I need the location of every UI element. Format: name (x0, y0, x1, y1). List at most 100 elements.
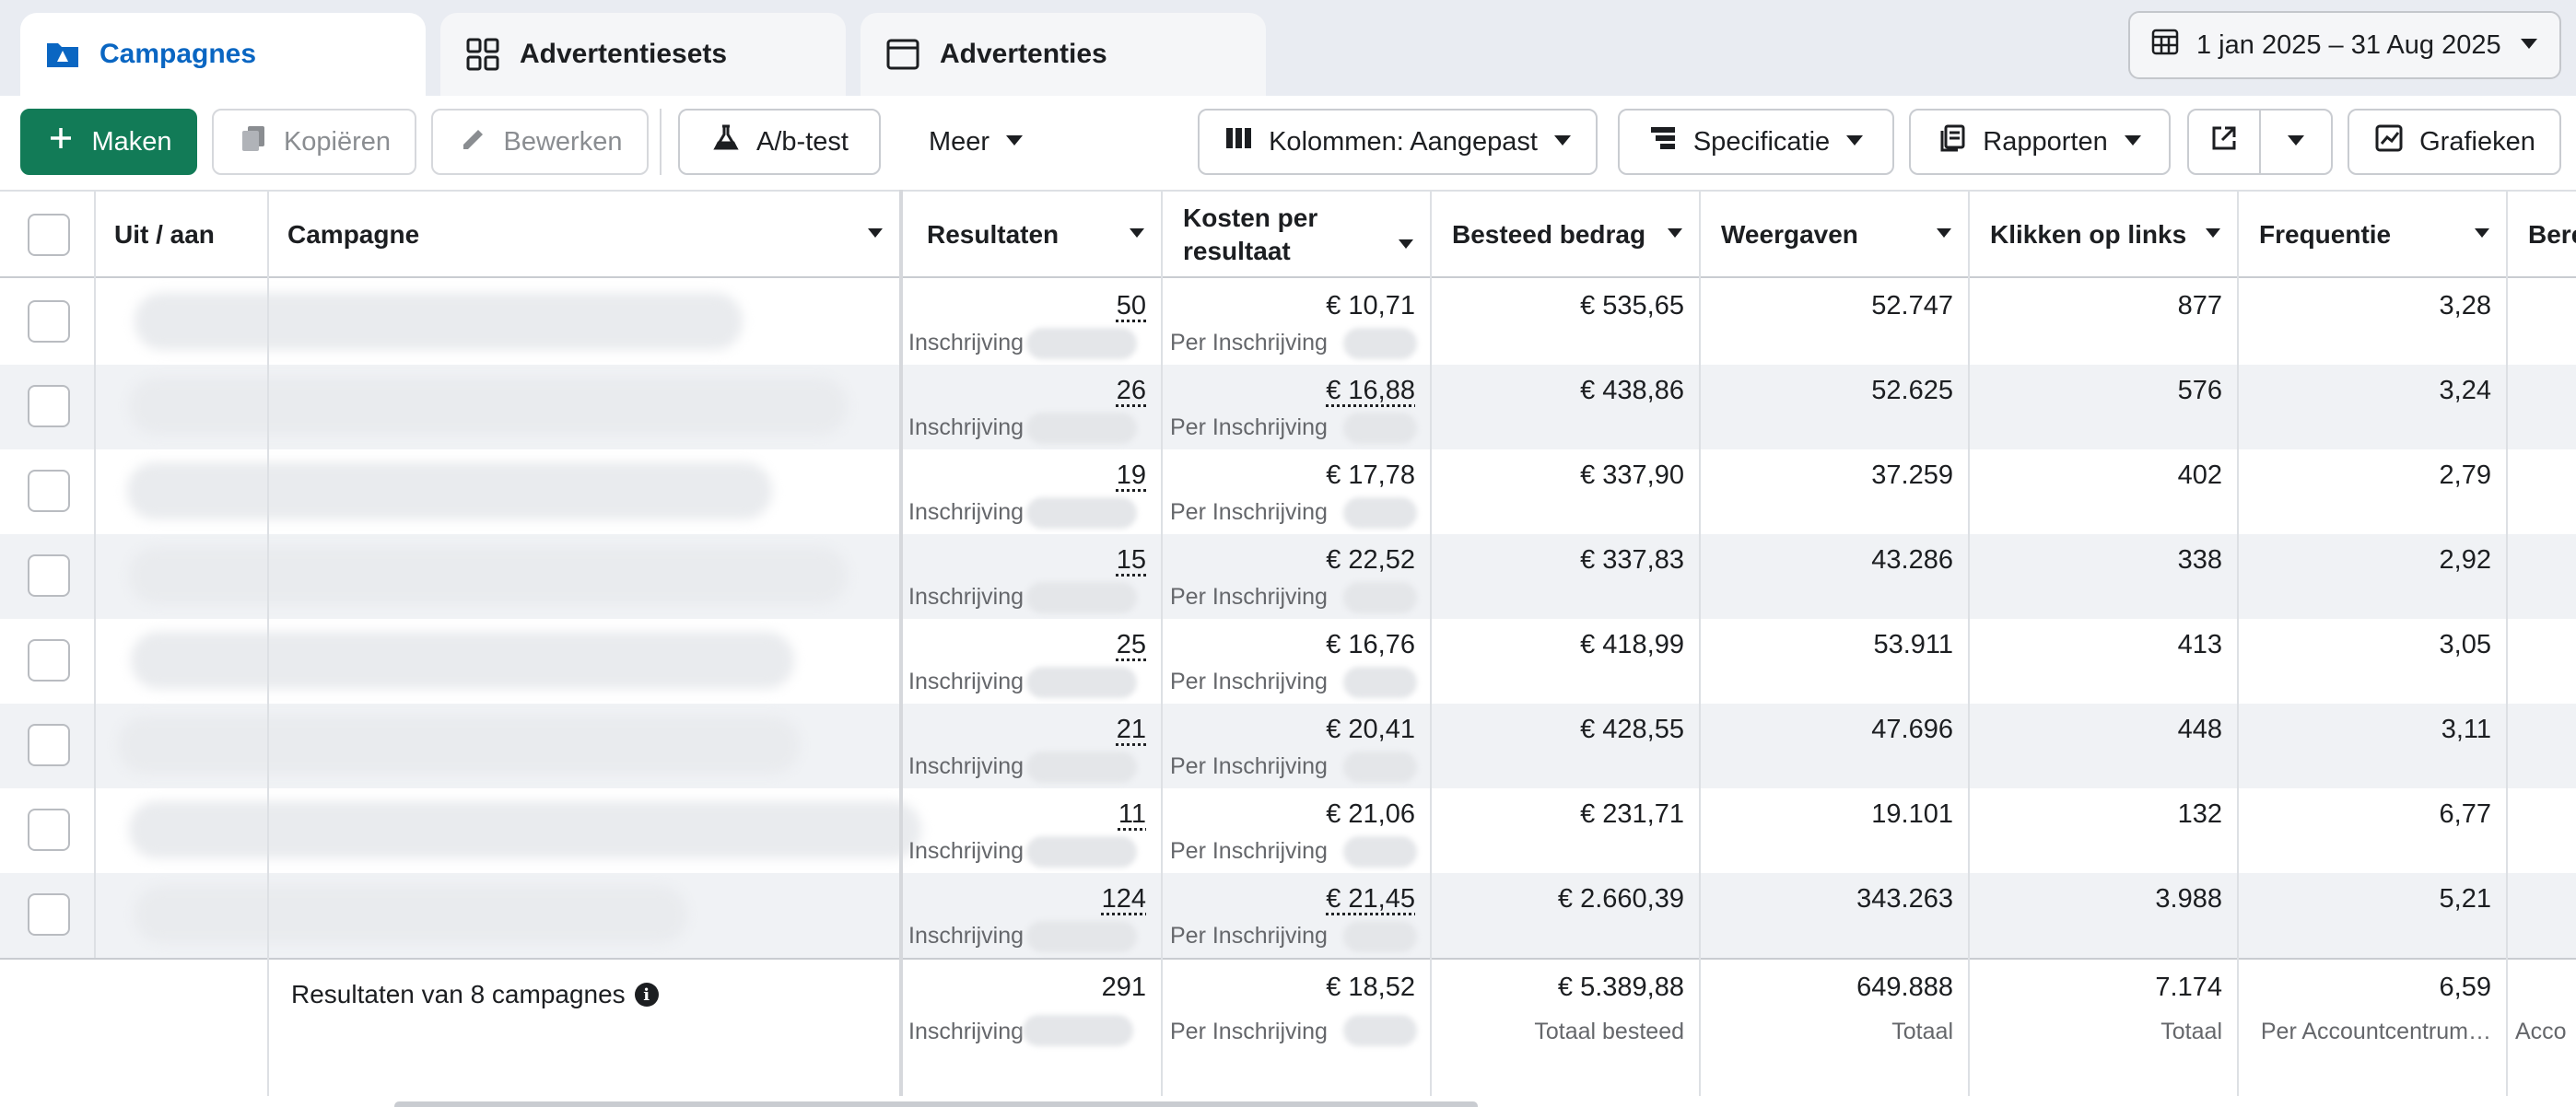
info-icon[interactable]: i (634, 983, 659, 1007)
horizontal-scrollbar[interactable] (394, 1101, 1478, 1107)
edit-label: Bewerken (503, 126, 623, 157)
cost-type: Per Inschrijving (1170, 584, 1328, 610)
column-header-results[interactable]: Resultaten (908, 192, 1163, 278)
results-value[interactable]: 124 (1101, 884, 1146, 914)
impressions-cell: 52.747 (1701, 280, 1970, 365)
ab-test-button[interactable]: A/b-test (678, 109, 881, 175)
chevron-down-icon (2519, 30, 2539, 61)
column-header-campaign[interactable]: Campagne (269, 192, 901, 278)
totals-cost: € 18,52 (1326, 973, 1415, 1002)
column-divider (1161, 190, 1163, 1096)
amount-spent-value: € 438,86 (1580, 376, 1684, 405)
row-checkbox[interactable] (28, 893, 70, 936)
frequency-cell: 2,79 (2239, 449, 2508, 534)
results-value[interactable]: 25 (1116, 630, 1146, 659)
cost-per-result-value: € 21,06 (1326, 799, 1415, 829)
reports-button[interactable]: Rapporten (1909, 109, 2171, 175)
flask-icon (710, 122, 742, 161)
results-value[interactable]: 19 (1116, 460, 1146, 490)
row-checkbox[interactable] (28, 724, 70, 766)
amount-spent-cell: € 438,86 (1432, 365, 1701, 449)
charts-button[interactable]: Grafieken (2348, 109, 2561, 175)
frequency-value: 3,28 (2439, 291, 2491, 320)
results-value[interactable]: 15 (1116, 545, 1146, 575)
redacted-value (1026, 752, 1137, 783)
table-row[interactable]: 50 Inschrijving € 10,71 Per Inschrijving € 5… (0, 280, 2576, 365)
cost-per-result-value: € 17,78 (1326, 460, 1415, 490)
column-header-amount-spent[interactable]: Besteed bedrag (1434, 192, 1701, 278)
column-header-link-clicks[interactable]: Klikken op links (1972, 192, 2239, 278)
export-button[interactable] (2187, 109, 2261, 175)
breakdown-button[interactable]: Specificatie (1618, 109, 1894, 175)
column-header-toggle[interactable]: Uit / aan (96, 192, 267, 278)
results-value[interactable]: 26 (1116, 376, 1146, 405)
impressions-cell: 43.286 (1701, 534, 1970, 619)
header-label: Besteed bedrag (1452, 219, 1646, 249)
cost-type: Per Inschrijving (1170, 499, 1328, 525)
edit-button[interactable]: Bewerken (431, 109, 649, 175)
amount-spent-value: € 428,55 (1580, 715, 1684, 744)
redacted-value (1026, 921, 1137, 952)
cost-type: Per Inschrijving (1170, 669, 1328, 694)
frequency-value: 3,11 (2441, 715, 2491, 744)
impressions-value: 37.259 (1871, 460, 1953, 490)
totals-frequency: 6,59 (2439, 973, 2491, 1002)
totals-spent-cell: € 5.389,88 Totaal besteed (1432, 960, 1701, 1044)
totals-impressions-cell: 649.888 Totaal (1701, 960, 1970, 1044)
table-row[interactable]: 15 Inschrijving € 22,52 Per Inschrijving € 3… (0, 534, 2576, 619)
column-header-frequency[interactable]: Frequentie (2241, 192, 2508, 278)
create-button[interactable]: Maken (20, 109, 197, 175)
copy-button[interactable]: Kopiëren (212, 109, 416, 175)
impressions-cell: 19.101 (1701, 788, 1970, 873)
cost-per-result-cell: € 20,41 Per Inschrijving (1163, 704, 1432, 788)
charts-label: Grafieken (2419, 126, 2535, 157)
column-header-impressions[interactable]: Weergaven (1703, 192, 1970, 278)
impressions-cell: 52.625 (1701, 365, 1970, 449)
results-value[interactable]: 11 (1118, 799, 1146, 829)
amount-spent-value: € 418,99 (1580, 630, 1684, 659)
amount-spent-cell: € 337,90 (1432, 449, 1701, 534)
table-row[interactable]: 21 Inschrijving € 20,41 Per Inschrijving € 4… (0, 704, 2576, 788)
row-checkbox[interactable] (28, 470, 70, 512)
impressions-value: 19.101 (1871, 799, 1953, 829)
column-divider (899, 190, 903, 1096)
results-value[interactable]: 21 (1116, 715, 1146, 744)
column-header-cost-per-result[interactable]: Kosten per resultaat (1165, 192, 1432, 278)
link-clicks-cell: 132 (1970, 788, 2239, 873)
column-divider (1968, 190, 1970, 1096)
frequency-value: 3,05 (2439, 630, 2491, 659)
results-value[interactable]: 50 (1116, 291, 1146, 320)
table-header: Uit / aan Campagne Resultaten Kosten per… (0, 190, 2576, 278)
tab-advertentiesets[interactable]: Advertentiesets (440, 13, 846, 96)
more-button[interactable]: Meer (899, 109, 1054, 175)
date-range-picker[interactable]: 1 jan 2025 – 31 Aug 2025 (2128, 11, 2561, 79)
tab-campagnes[interactable]: Campagnes (20, 13, 426, 96)
results-cell: 21 Inschrijving (901, 704, 1163, 788)
totals-cost-cell: € 18,52 Per Inschrijving (1163, 960, 1432, 1046)
table-row[interactable]: 124 Inschrijving € 21,45 Per Inschrijving € … (0, 873, 2576, 958)
redacted-value (1343, 836, 1417, 868)
select-all-checkbox[interactable] (28, 214, 70, 256)
frequency-cell: 3,05 (2239, 619, 2508, 704)
totals-impressions-sub: Totaal (1891, 1019, 1953, 1044)
row-checkbox[interactable] (28, 554, 70, 597)
tab-label: Advertenties (940, 39, 1107, 69)
table-row[interactable]: 11 Inschrijving € 21,06 Per Inschrijving € 2… (0, 788, 2576, 873)
impressions-value: 52.747 (1871, 291, 1953, 320)
link-clicks-cell: 448 (1970, 704, 2239, 788)
sort-caret-icon (2206, 228, 2220, 238)
row-checkbox[interactable] (28, 639, 70, 682)
totals-reach-cell: Acco (2508, 960, 2576, 1044)
table-row[interactable]: 26 Inschrijving € 16,88 Per Inschrijving € 4… (0, 365, 2576, 449)
impressions-value: 343.263 (1856, 884, 1953, 914)
column-header-reach[interactable]: Bere (2510, 192, 2576, 278)
columns-button[interactable]: Kolommen: Aangepast (1198, 109, 1598, 175)
redacted-value (1343, 921, 1417, 952)
tab-advertenties[interactable]: Advertenties (861, 13, 1266, 96)
export-dropdown-button[interactable] (2259, 109, 2333, 175)
table-row[interactable]: 25 Inschrijving € 16,76 Per Inschrijving € 4… (0, 619, 2576, 704)
table-row[interactable]: 19 Inschrijving € 17,78 Per Inschrijving € 3… (0, 449, 2576, 534)
row-checkbox[interactable] (28, 809, 70, 851)
row-checkbox[interactable] (28, 300, 70, 343)
row-checkbox[interactable] (28, 385, 70, 427)
